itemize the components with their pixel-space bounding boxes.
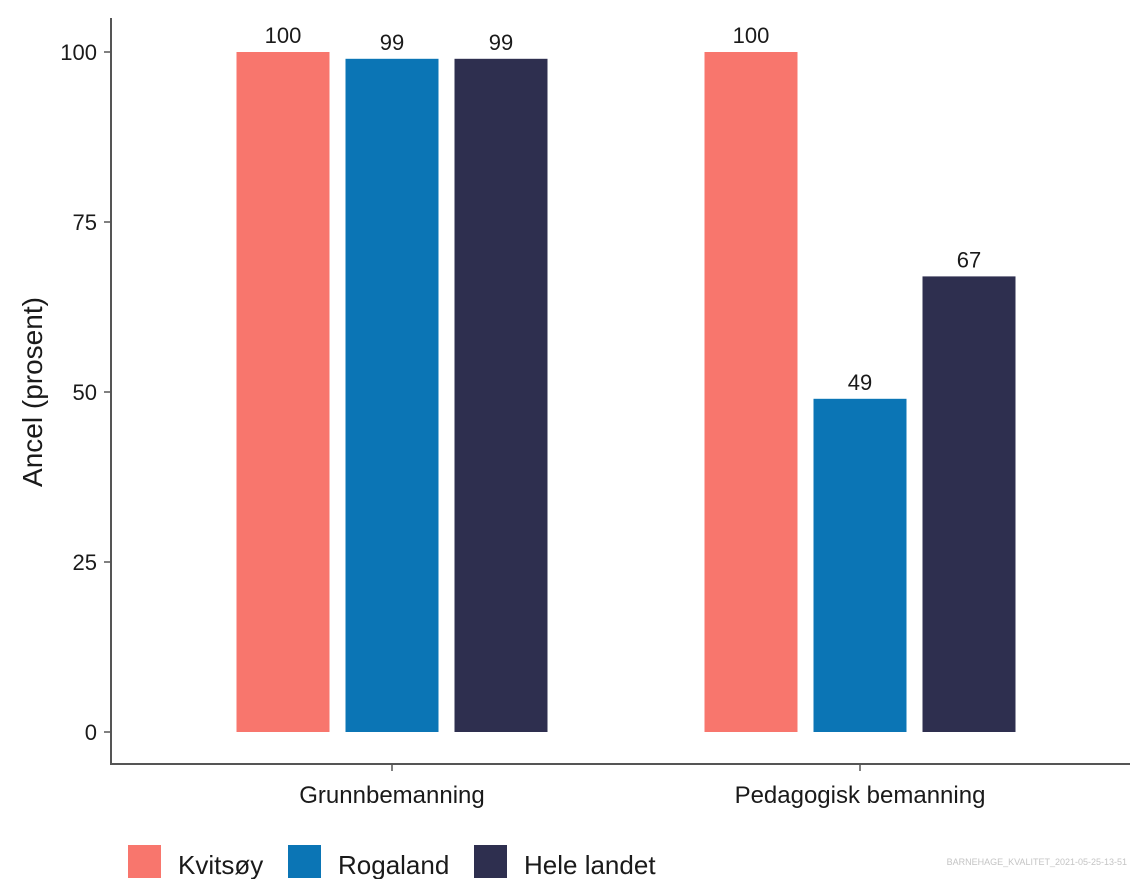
legend: Kvitsøy Rogaland Hele landet [128, 845, 656, 879]
legend-swatch [288, 845, 321, 878]
y-tick-label: 25 [73, 550, 97, 575]
legend-swatch [474, 845, 507, 878]
x-category-label: Grunnbemanning [299, 782, 484, 809]
legend-swatch [128, 845, 161, 878]
bar-data-label: 99 [489, 30, 513, 55]
y-tick-label: 0 [85, 720, 97, 745]
legend-label: Hele landet [524, 850, 656, 879]
bar [454, 58, 548, 733]
bar-data-label: 67 [957, 247, 981, 272]
bar [345, 58, 439, 733]
plot-area: 100 100 99 49 99 67 [236, 23, 1016, 733]
bar [922, 276, 1016, 732]
y-tick-label: 100 [60, 40, 97, 65]
bar-data-label: 99 [380, 30, 404, 55]
y-tick-label: 50 [73, 380, 97, 405]
legend-label: Kvitsøy [178, 850, 263, 879]
bar [813, 398, 907, 732]
axes: 0 25 50 75 100 Grunnbemanning Pedagogisk beman… [60, 18, 1130, 809]
x-category-label: Pedagogisk bemanning [735, 782, 986, 809]
y-axis-title: Ancel (prosent) [17, 297, 48, 487]
y-tick-label: 75 [73, 210, 97, 235]
legend-label: Rogaland [338, 850, 449, 879]
bar [704, 52, 798, 732]
bar-data-label: 100 [733, 23, 770, 48]
bar [236, 52, 330, 732]
bar-data-label: 100 [265, 23, 302, 48]
footnote-id: BARNEHAGE_KVALITET_2021-05-25-13-51 [947, 857, 1127, 867]
bar-data-label: 49 [848, 370, 872, 395]
